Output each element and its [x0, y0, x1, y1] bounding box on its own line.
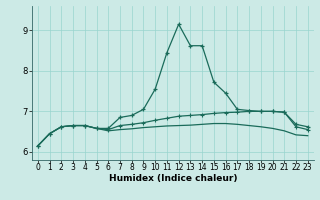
X-axis label: Humidex (Indice chaleur): Humidex (Indice chaleur)	[108, 174, 237, 183]
